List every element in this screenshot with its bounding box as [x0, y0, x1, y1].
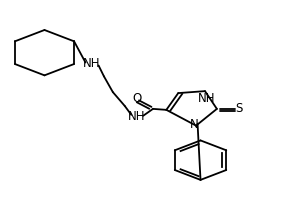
Text: NH: NH: [198, 92, 215, 105]
Text: NH: NH: [83, 57, 101, 70]
Text: N: N: [190, 118, 199, 131]
Text: O: O: [132, 92, 141, 105]
Text: S: S: [236, 102, 243, 115]
Text: NH: NH: [128, 110, 146, 123]
